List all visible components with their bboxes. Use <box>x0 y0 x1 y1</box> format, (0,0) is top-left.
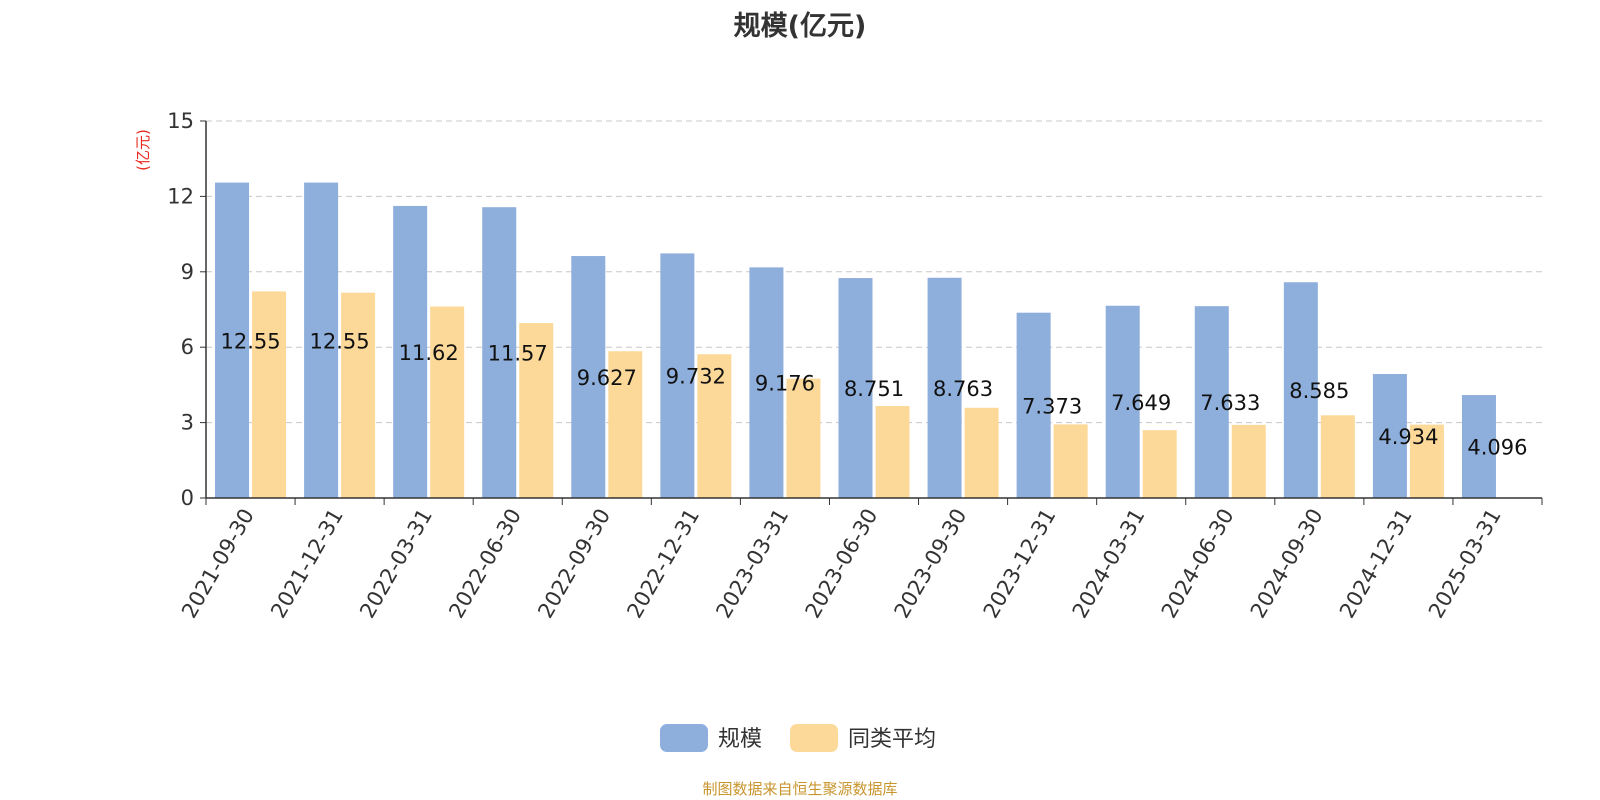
bar-peer-average <box>1053 424 1088 498</box>
y-tick-label: 9 <box>181 260 194 284</box>
bar-scale <box>393 205 428 498</box>
bar-scale <box>1372 373 1407 498</box>
bar-scale <box>482 207 517 498</box>
bar-scale <box>1194 306 1229 498</box>
x-tick-label: 2023-09-30 <box>890 505 972 623</box>
data-label: 11.57 <box>488 342 548 366</box>
data-label: 8.763 <box>933 377 993 401</box>
bar-peer-average <box>430 306 465 498</box>
y-tick-label: 15 <box>167 109 194 133</box>
bar-scale <box>1461 395 1496 498</box>
bar-series <box>215 182 1496 498</box>
bar-peer-average <box>252 291 287 498</box>
data-label: 12.55 <box>220 329 280 353</box>
source-note: 制图数据来自恒生聚源数据库 <box>702 780 898 798</box>
x-tick-label: 2022-06-30 <box>444 505 526 623</box>
bar-peer-average <box>964 407 999 498</box>
x-tick-label: 2022-03-31 <box>355 504 437 622</box>
data-label: 9.627 <box>577 366 637 390</box>
bar-scale <box>838 278 873 498</box>
bar-peer-average <box>786 378 821 498</box>
data-label: 7.373 <box>1022 394 1082 418</box>
x-tick-label: 2021-12-31 <box>266 505 348 623</box>
bar-scale <box>1105 305 1140 498</box>
data-label: 9.176 <box>755 372 815 396</box>
data-label: 7.649 <box>1111 391 1171 415</box>
data-labels: 12.55 12.55 11.62 11.57 9.627 9.732 9.176 8.751… <box>220 329 1527 459</box>
x-tick-label: 2025-03-31 <box>1424 505 1506 623</box>
bar-peer-average <box>1231 424 1266 498</box>
bar-peer-average <box>341 292 376 498</box>
bar-peer-average <box>1320 415 1355 498</box>
bar-scale <box>660 253 695 498</box>
x-tick-label: 2023-12-31 <box>979 505 1061 623</box>
bar-scale <box>927 277 962 498</box>
data-label: 8.751 <box>844 377 904 401</box>
data-label: 4.096 <box>1467 436 1527 460</box>
bar-scale <box>1016 312 1051 498</box>
x-tick-label: 2022-09-30 <box>533 505 615 623</box>
data-label: 8.585 <box>1289 379 1349 403</box>
x-tick-label: 2024-06-30 <box>1157 505 1239 623</box>
y-tick-label: 0 <box>181 486 194 510</box>
bar-peer-average <box>608 351 643 498</box>
data-label: 11.62 <box>399 341 459 365</box>
data-label: 9.732 <box>666 365 726 389</box>
legend-swatch <box>660 724 708 752</box>
chart-title: 规模(亿元) <box>733 11 867 42</box>
y-axis-label: (亿元) <box>134 129 152 171</box>
bar-peer-average <box>697 354 732 498</box>
bar-scale <box>1283 282 1318 498</box>
legend: 规模 同类平均 <box>660 724 936 752</box>
x-tick-label: 2023-06-30 <box>801 505 883 623</box>
x-tick-label: 2022-12-31 <box>622 505 704 623</box>
legend-swatch <box>790 724 838 752</box>
y-tick-label: 12 <box>167 184 194 208</box>
bar-peer-average <box>1142 430 1177 498</box>
legend-label: 同类平均 <box>848 727 936 752</box>
legend-label: 规模 <box>718 727 762 752</box>
x-tick-label: 2024-09-30 <box>1246 505 1328 623</box>
bar-scale <box>215 182 250 498</box>
grid-lines <box>206 120 1542 424</box>
y-tick-label: 6 <box>181 335 194 359</box>
data-label: 4.934 <box>1378 425 1438 449</box>
bar-scale <box>304 182 339 498</box>
x-tick-label: 2024-03-31 <box>1068 505 1150 623</box>
x-tick-label: 2023-03-31 <box>711 505 793 623</box>
bar-peer-average <box>519 323 554 498</box>
bar-peer-average <box>1409 424 1444 498</box>
bar-scale <box>571 256 606 498</box>
data-label: 12.55 <box>310 329 370 353</box>
data-label: 7.633 <box>1200 391 1260 415</box>
x-tick-label: 2021-09-30 <box>177 505 259 623</box>
y-tick-label: 3 <box>181 411 194 435</box>
x-tick-label: 2024-12-31 <box>1335 505 1417 623</box>
bar-scale <box>749 267 784 498</box>
bar-peer-average <box>875 406 910 498</box>
